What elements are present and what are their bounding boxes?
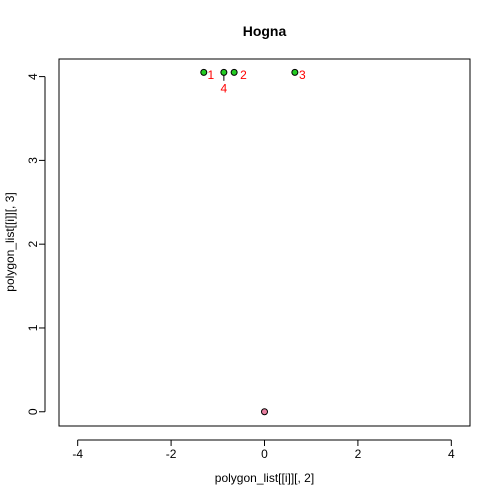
data-point	[291, 68, 299, 76]
data-point	[230, 68, 238, 76]
x-tick-label: -2	[166, 447, 177, 461]
y-axis: 0 1 2 3 4	[26, 73, 46, 415]
y-tick-label: 3	[26, 157, 40, 164]
data-marks: 1 2 3 4	[200, 68, 306, 416]
x-axis-label: polygon_list[[i]][, 2]	[215, 471, 314, 485]
x-tick-label: 2	[355, 447, 362, 461]
point-label: 1	[207, 68, 214, 82]
x-tick-label: 4	[448, 447, 455, 461]
data-point	[261, 408, 268, 416]
plot-frame	[58, 58, 471, 427]
point-label: 2	[240, 68, 247, 82]
chart-title: Hogna	[243, 23, 287, 39]
x-axis: -4 -2 0 2 4	[72, 439, 455, 461]
y-tick-label: 0	[26, 408, 40, 415]
point-label: 4	[221, 81, 228, 95]
data-point	[220, 68, 228, 76]
y-axis-label: polygon_list[[i]][, 3]	[3, 192, 17, 291]
y-tick-label: 4	[26, 73, 40, 80]
point-label: 3	[299, 68, 306, 82]
data-point	[200, 68, 208, 76]
x-tick-label: 0	[261, 447, 268, 461]
y-tick-label: 1	[26, 324, 40, 331]
y-tick-label: 2	[26, 241, 40, 248]
x-tick-label: -4	[72, 447, 83, 461]
